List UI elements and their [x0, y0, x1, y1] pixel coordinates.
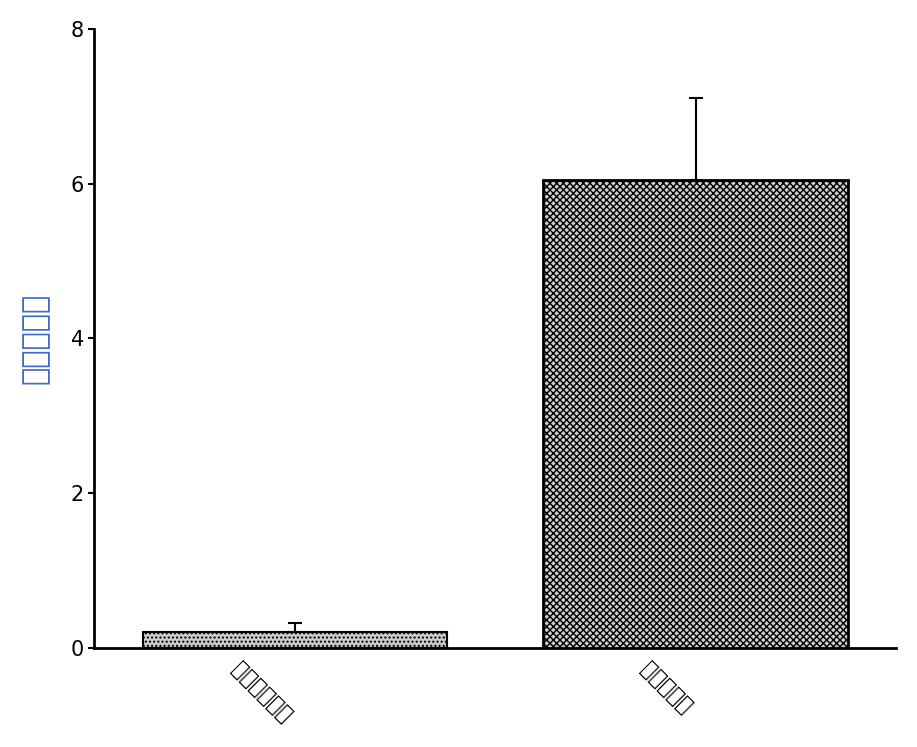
- Y-axis label: 相对表达量: 相对表达量: [21, 293, 50, 384]
- Bar: [142, 633, 447, 648]
- Bar: [544, 180, 848, 648]
